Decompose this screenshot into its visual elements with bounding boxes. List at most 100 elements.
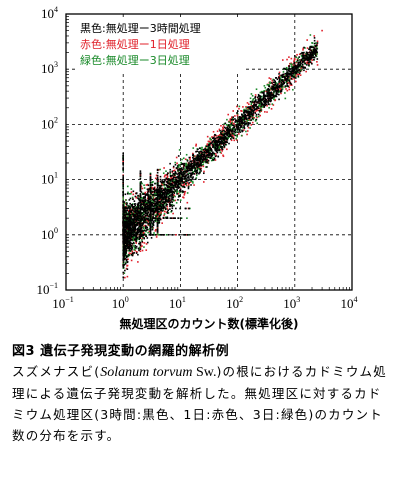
data-point [288, 70, 290, 72]
data-point [300, 67, 302, 70]
data-point [302, 66, 304, 68]
data-point [154, 210, 157, 213]
data-point [159, 212, 161, 215]
data-point [161, 222, 163, 224]
data-point [138, 214, 141, 217]
data-point [230, 138, 232, 140]
data-point [131, 203, 134, 206]
data-point [161, 210, 164, 212]
data-point [231, 132, 234, 135]
data-point [127, 219, 130, 222]
data-point [243, 122, 246, 124]
data-point [163, 167, 165, 169]
data-point [174, 189, 176, 191]
data-point [264, 104, 267, 107]
data-point [170, 183, 173, 186]
data-point [241, 127, 244, 129]
data-point [210, 142, 212, 145]
data-point [155, 174, 158, 177]
data-point [136, 208, 139, 210]
data-point [128, 209, 130, 212]
data-point [271, 93, 274, 96]
data-point [179, 199, 182, 201]
data-point [205, 155, 207, 157]
data-point [280, 90, 283, 93]
data-point [176, 165, 179, 167]
data-point [180, 168, 183, 170]
data-point [154, 200, 156, 203]
data-point [218, 137, 221, 139]
data-point [272, 89, 274, 91]
data-point [243, 123, 246, 126]
data-point [247, 112, 250, 115]
data-point [212, 145, 215, 148]
data-point [179, 191, 181, 194]
data-point [154, 204, 156, 207]
data-point [186, 173, 188, 175]
data-point [137, 231, 139, 234]
data-point [147, 195, 150, 197]
data-point [126, 224, 128, 227]
data-point [167, 209, 169, 212]
data-point [182, 184, 184, 187]
data-point [177, 155, 180, 157]
data-point [195, 150, 197, 153]
data-point [227, 129, 230, 132]
data-point [138, 222, 140, 224]
data-point [135, 231, 138, 234]
data-point [189, 207, 191, 210]
data-point [146, 210, 148, 212]
data-point [206, 161, 209, 163]
data-point [216, 151, 219, 154]
data-point [149, 194, 151, 196]
data-point [124, 261, 127, 264]
data-point [148, 200, 150, 203]
data-point [122, 234, 125, 237]
data-point [163, 201, 165, 203]
data-point [294, 55, 296, 57]
data-point [130, 191, 133, 193]
data-point [255, 110, 258, 112]
data-point [243, 114, 245, 116]
data-point [272, 96, 275, 98]
data-point [261, 95, 263, 98]
data-point [131, 253, 134, 255]
data-point [190, 184, 192, 186]
data-point [169, 208, 171, 210]
data-point [124, 251, 126, 254]
data-point [190, 162, 193, 164]
data-point [172, 166, 175, 169]
data-point [282, 73, 285, 76]
data-point [128, 213, 131, 216]
data-point [296, 70, 299, 73]
data-point [129, 197, 132, 200]
data-point [225, 127, 227, 129]
data-point [158, 234, 160, 236]
data-point [165, 211, 168, 214]
data-point [140, 231, 143, 233]
data-point [192, 167, 194, 170]
data-point [127, 249, 130, 252]
data-point [267, 103, 270, 105]
data-point [280, 79, 283, 82]
data-point [269, 92, 271, 95]
data-point [291, 63, 293, 66]
data-point [256, 96, 259, 99]
data-point [123, 219, 126, 222]
data-point [158, 221, 161, 224]
data-point [124, 249, 126, 251]
data-point [305, 54, 308, 57]
data-point [290, 83, 293, 85]
data-point [142, 208, 144, 211]
data-point [177, 166, 180, 169]
data-point [186, 192, 189, 194]
data-point [140, 227, 143, 229]
data-point [133, 246, 136, 249]
data-point [171, 207, 174, 210]
data-point [140, 191, 143, 193]
data-point [200, 148, 203, 151]
data-point [234, 118, 236, 120]
data-point [206, 150, 208, 153]
data-point [234, 115, 236, 117]
data-point [264, 102, 266, 105]
